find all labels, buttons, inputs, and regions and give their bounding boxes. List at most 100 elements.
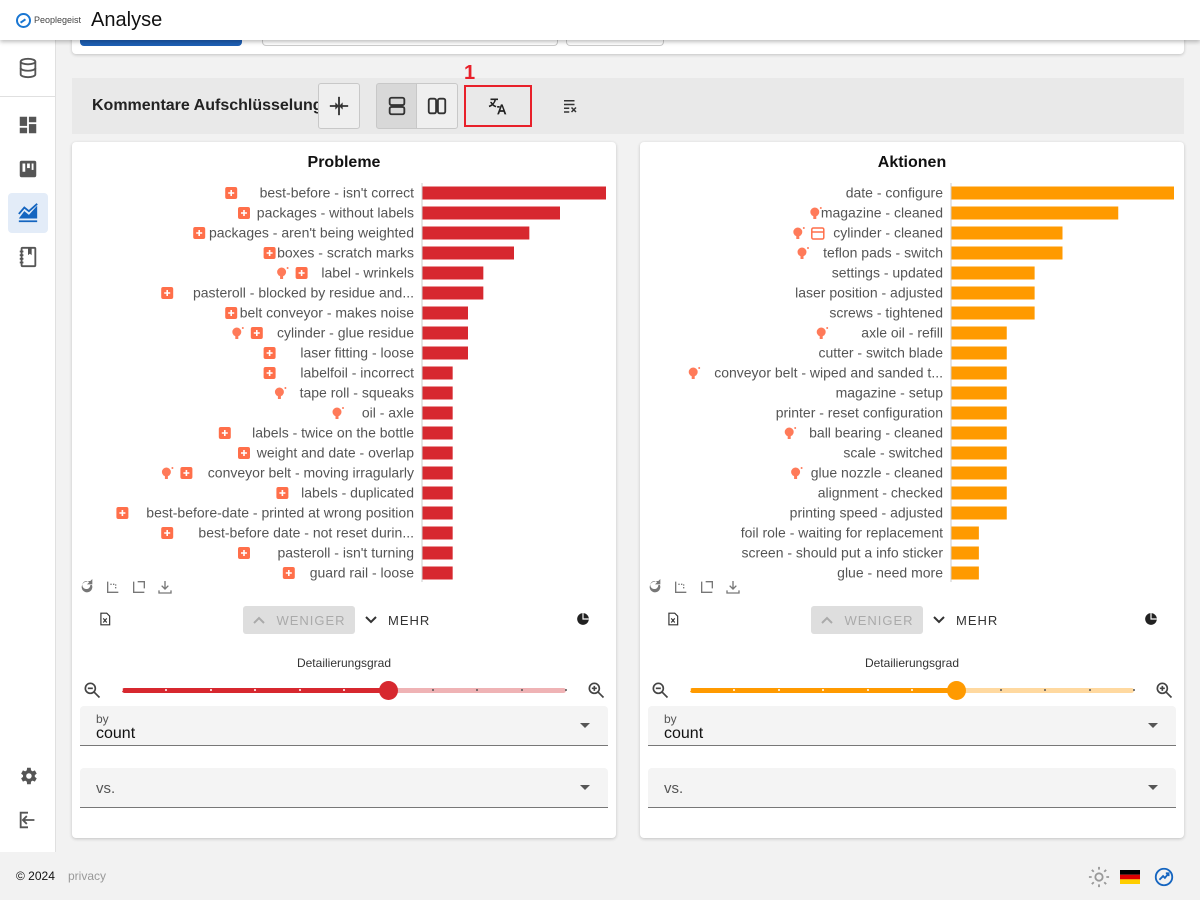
refresh-icon[interactable] xyxy=(646,578,664,596)
category-label[interactable]: cutter - switch blade xyxy=(819,345,944,361)
chart-bar[interactable] xyxy=(422,326,468,340)
download-icon[interactable] xyxy=(724,578,742,596)
gear-icon[interactable] xyxy=(8,756,48,796)
category-label[interactable]: alignment - checked xyxy=(818,485,943,501)
dashboard-icon[interactable] xyxy=(8,105,48,145)
category-label[interactable]: settings - updated xyxy=(832,265,943,281)
chart-bar[interactable] xyxy=(951,486,1007,500)
theme-toggle-icon[interactable] xyxy=(1088,866,1110,888)
idea-icon[interactable] xyxy=(784,427,794,437)
chart-bar[interactable] xyxy=(951,546,979,560)
category-label[interactable]: teflon pads - switch xyxy=(823,245,943,261)
chart-bar[interactable] xyxy=(422,286,484,300)
zoom-reset-icon[interactable] xyxy=(698,578,716,596)
calendar-icon[interactable] xyxy=(811,227,825,240)
idea-icon[interactable] xyxy=(810,207,820,217)
category-label[interactable]: laser position - adjusted xyxy=(795,285,943,301)
chart-bar[interactable] xyxy=(422,566,453,580)
board-icon[interactable] xyxy=(8,149,48,189)
vs-select[interactable]: vs. xyxy=(648,768,1176,808)
logout-icon[interactable] xyxy=(8,800,48,840)
idea-icon[interactable] xyxy=(816,327,826,337)
chart-bar[interactable] xyxy=(951,206,1119,220)
idea-icon[interactable] xyxy=(332,407,342,417)
database-icon[interactable] xyxy=(8,48,48,88)
pie-chart-icon[interactable] xyxy=(1142,610,1160,628)
category-label[interactable]: glue nozzle - cleaned xyxy=(811,465,943,481)
zoom-area-icon[interactable] xyxy=(672,578,690,596)
chart-bar[interactable] xyxy=(422,506,453,520)
export-excel-icon[interactable] xyxy=(664,610,682,628)
category-label[interactable]: printer - reset configuration xyxy=(776,405,943,421)
chart-bar[interactable] xyxy=(951,266,1035,280)
chart-bar[interactable] xyxy=(422,526,453,540)
clear-list-button[interactable] xyxy=(560,96,580,116)
category-label[interactable]: pasteroll - blocked by residue and... xyxy=(193,285,414,301)
chart-bar[interactable] xyxy=(951,186,1174,200)
idea-icon[interactable] xyxy=(274,387,284,397)
chart-bar[interactable] xyxy=(951,346,1007,360)
chart-bar[interactable] xyxy=(422,546,453,560)
idea-icon[interactable] xyxy=(232,327,242,337)
vs-select[interactable]: vs. xyxy=(80,768,608,808)
chart-bar[interactable] xyxy=(951,306,1035,320)
slider-thumb[interactable] xyxy=(947,681,967,700)
chart-bar[interactable] xyxy=(951,566,979,580)
zoom-area-icon[interactable] xyxy=(104,578,122,596)
zoom-reset-icon[interactable] xyxy=(130,578,148,596)
zoom-out-icon[interactable] xyxy=(650,680,670,700)
chart-bar[interactable] xyxy=(951,466,1007,480)
idea-icon[interactable] xyxy=(791,467,801,477)
category-label[interactable]: labels - twice on the bottle xyxy=(252,425,414,441)
privacy-link[interactable]: privacy xyxy=(68,869,107,883)
previous-section-button[interactable] xyxy=(80,40,242,46)
peoplegeist-icon[interactable] xyxy=(1153,866,1175,888)
chart-bar[interactable] xyxy=(422,226,530,240)
category-label[interactable]: ball bearing - cleaned xyxy=(809,425,943,441)
category-label[interactable]: packages - without labels xyxy=(257,205,414,221)
notebook-icon[interactable] xyxy=(8,237,48,277)
category-label[interactable]: belt conveyor - makes noise xyxy=(240,305,415,321)
chart-bar[interactable] xyxy=(951,386,1007,400)
chart-bar[interactable] xyxy=(951,506,1007,520)
chart-bar[interactable] xyxy=(422,346,468,360)
category-label[interactable]: conveyor belt - wiped and sanded t... xyxy=(714,365,943,381)
chart-bar[interactable] xyxy=(422,366,453,380)
category-label[interactable]: weight and date - overlap xyxy=(256,445,414,461)
by-select[interactable]: by count xyxy=(80,706,608,746)
category-label[interactable]: best-before-date - printed at wrong posi… xyxy=(146,505,414,521)
category-label[interactable]: best-before - isn't correct xyxy=(260,185,415,201)
category-label[interactable]: laser fitting - loose xyxy=(300,345,414,361)
idea-icon[interactable] xyxy=(161,467,171,477)
category-label[interactable]: tape roll - squeaks xyxy=(300,385,414,401)
category-label[interactable]: boxes - scratch marks xyxy=(277,245,414,261)
refresh-icon[interactable] xyxy=(78,578,96,596)
chart-bar[interactable] xyxy=(951,366,1007,380)
category-label[interactable]: pasteroll - isn't turning xyxy=(277,545,414,561)
chart-bar[interactable] xyxy=(422,426,453,440)
chart-bar[interactable] xyxy=(951,426,1007,440)
chart-bar[interactable] xyxy=(422,206,560,220)
category-label[interactable]: glue - need more xyxy=(837,565,943,581)
category-label[interactable]: magazine - cleaned xyxy=(821,205,943,221)
category-label[interactable]: cylinder - glue residue xyxy=(277,325,414,341)
chart-bar[interactable] xyxy=(422,186,606,200)
app-logo[interactable]: Peoplegeist xyxy=(16,12,81,28)
rows-layout-button[interactable] xyxy=(376,83,418,129)
pie-chart-icon[interactable] xyxy=(574,610,592,628)
category-label[interactable]: axle oil - refill xyxy=(861,325,943,341)
category-label[interactable]: scale - switched xyxy=(843,445,943,461)
split-view-button[interactable] xyxy=(318,83,360,129)
category-label[interactable]: magazine - setup xyxy=(836,385,944,401)
more-button[interactable]: MEHR xyxy=(364,606,444,634)
chart-bar[interactable] xyxy=(951,526,979,540)
chart-bar[interactable] xyxy=(951,326,1007,340)
chart-bar[interactable] xyxy=(951,406,1007,420)
slider-thumb[interactable] xyxy=(379,681,399,700)
chart-bar[interactable] xyxy=(422,466,453,480)
by-select[interactable]: by count xyxy=(648,706,1176,746)
category-label[interactable]: date - configure xyxy=(846,185,943,201)
detail-level-slider[interactable] xyxy=(689,681,1135,700)
category-label[interactable]: screen - should put a info sticker xyxy=(741,545,943,561)
translate-button[interactable] xyxy=(464,85,532,127)
